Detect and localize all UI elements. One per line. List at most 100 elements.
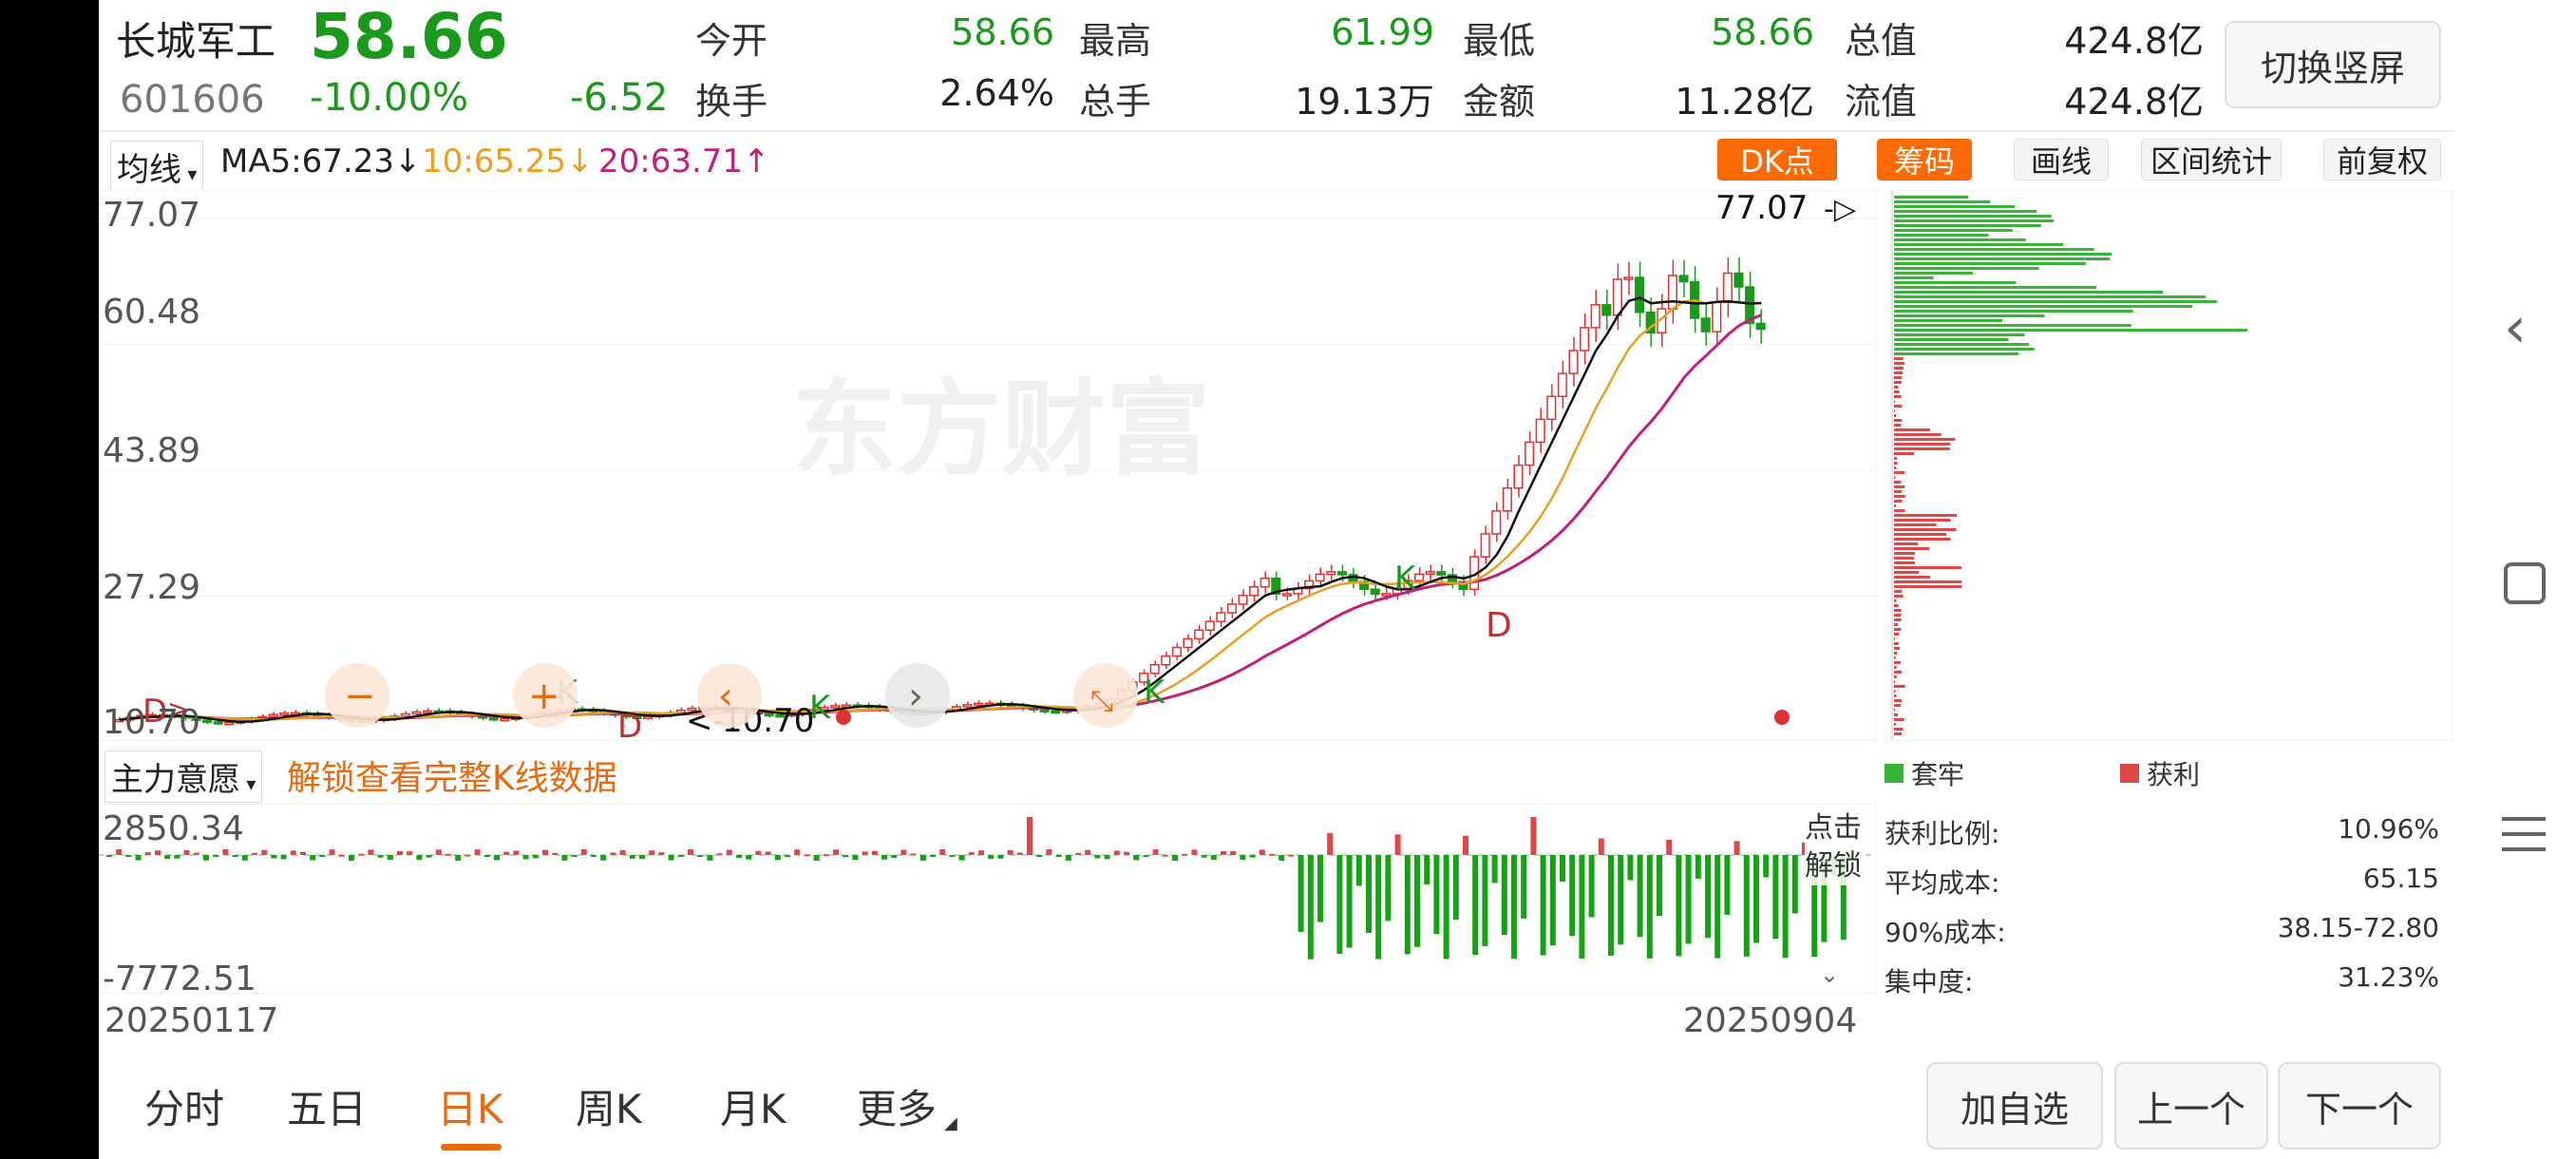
stat-90-cost: 90%成本: 38.15-72.80 — [1885, 912, 2439, 950]
legend-trapped: 套牢 — [1885, 754, 1964, 792]
y-tick: 60.48 — [103, 293, 200, 332]
header-divider — [99, 130, 2454, 132]
ma10-value: 10:65.25 — [422, 142, 566, 180]
float-label: 流值 — [1845, 72, 1917, 124]
indicator-bottom-value: -7772.51 — [103, 960, 256, 998]
max-marker: 77.07 — [1715, 190, 1808, 227]
change-percent: -10.00% — [310, 76, 468, 120]
event-dot — [1774, 710, 1790, 725]
range-stats-button[interactable]: 区间统计 — [2141, 139, 2282, 180]
left-bezel — [0, 0, 99, 1159]
click-unlock-button[interactable]: 点击解锁 — [1805, 809, 1862, 885]
previous-stock-button[interactable]: 上一个 — [2114, 1062, 2268, 1150]
indicator-select[interactable]: 主力意愿 ▾ — [104, 750, 262, 803]
tab-more[interactable]: 更多 — [857, 1077, 937, 1135]
next-stock-button[interactable]: 下一个 — [2278, 1062, 2441, 1150]
stat-value: 38.15-72.80 — [2278, 912, 2439, 950]
turnover-value: 2.64% — [883, 72, 1054, 114]
svg-text:−: − — [344, 674, 376, 718]
watermark: 东方财富 — [792, 369, 1210, 490]
ma-select-label: 均线 — [117, 151, 181, 189]
ma5-legend: MA5:67.23↓ — [220, 142, 422, 180]
tab-intraday[interactable]: 分时 — [144, 1077, 224, 1135]
event-dot — [836, 710, 851, 725]
date-start: 20250117 — [104, 1001, 278, 1040]
y-tick: 10.70 — [103, 703, 200, 742]
svg-text:‹: ‹ — [718, 674, 733, 718]
dk-marker-d: D — [1486, 606, 1512, 645]
kline-chart[interactable]: 东方财富 77.07 -▷ <- 10.70 D > K D K K K D −… — [99, 190, 1877, 741]
stat-value: 10.96% — [2338, 813, 2439, 851]
high-value: 61.99 — [1263, 11, 1434, 53]
svg-text:+: + — [528, 674, 560, 718]
change-amount: -6.52 — [570, 76, 669, 120]
chevron-down-icon: ▾ — [240, 772, 256, 795]
tab-monthly-k[interactable]: 月K — [720, 1077, 786, 1135]
dk-marker-k: K — [1144, 674, 1166, 712]
corner-triangle-icon: ◢ — [944, 1113, 957, 1133]
date-end: 20250904 — [1683, 1001, 1857, 1040]
indicator-chart — [99, 804, 1877, 994]
tab-weekly-k[interactable]: 周K — [576, 1077, 642, 1135]
stat-value: 31.23% — [2338, 961, 2439, 999]
low-label: 最低 — [1463, 11, 1535, 64]
add-watchlist-button[interactable]: 加自选 — [1926, 1062, 2103, 1150]
tab-five-day[interactable]: 五日 — [287, 1077, 367, 1135]
open-label: 今开 — [695, 11, 767, 64]
mktcap-value: 424.8亿 — [2004, 11, 2204, 64]
dk-marker-k: K — [809, 689, 832, 727]
stat-label: 集中度: — [1885, 961, 1973, 999]
chips-button[interactable]: 筹码 — [1877, 139, 1972, 180]
chip-distribution — [1890, 190, 2453, 741]
indicator-top-value: 2850.34 — [103, 809, 244, 848]
y-tick: 27.29 — [103, 568, 200, 607]
ma20-value: 20:63.71 — [598, 142, 743, 180]
active-tab-indicator — [441, 1144, 502, 1150]
legend-trapped-label: 套牢 — [1911, 754, 1964, 792]
draw-line-button[interactable]: 画线 — [2014, 139, 2109, 180]
stat-label: 平均成本: — [1885, 863, 1999, 901]
dk-point-button[interactable]: DK点 — [1717, 139, 1837, 180]
zoom-out-button[interactable]: − — [325, 663, 389, 728]
chevron-down-icon: ⌄ — [1820, 961, 1839, 988]
ma5-arrow: ↓ — [394, 142, 422, 180]
legend-swatch — [1885, 764, 1904, 783]
legend-profit: 获利 — [2120, 754, 2200, 792]
high-label: 最高 — [1079, 11, 1151, 64]
home-nav-icon[interactable] — [2504, 562, 2546, 604]
scroll-left-button[interactable]: ‹ — [697, 663, 762, 728]
stat-profit-ratio: 获利比例: 10.96% — [1885, 813, 2439, 851]
switch-portrait-button[interactable]: 切换竖屏 — [2225, 21, 2441, 108]
legend-profit-label: 获利 — [2147, 754, 2200, 792]
scroll-right-button[interactable]: › — [885, 663, 950, 728]
mktcap-label: 总值 — [1845, 11, 1917, 64]
menu-nav-icon[interactable] — [2502, 817, 2546, 851]
max-arrow: -▷ — [1824, 193, 1856, 226]
amount-value: 11.28亿 — [1643, 72, 1814, 124]
expand-button[interactable]: ⤡ — [1073, 663, 1138, 728]
turnover-label: 换手 — [695, 72, 767, 124]
volume-label: 总手 — [1079, 72, 1151, 124]
dk-marker-d: D — [617, 708, 642, 741]
unlock-link[interactable]: 解锁查看完整K线数据 — [287, 750, 617, 800]
ma10-arrow: ↓ — [566, 142, 594, 180]
stat-avg-cost: 平均成本: 65.15 — [1885, 863, 2439, 901]
zoom-in-button[interactable]: + — [513, 663, 578, 728]
chevron-down-icon: ▾ — [181, 162, 197, 185]
volume-value: 19.13万 — [1263, 72, 1434, 124]
dk-marker-k: K — [1394, 560, 1417, 598]
indicator-select-label: 主力意愿 — [111, 761, 240, 799]
stat-concentration: 集中度: 31.23% — [1885, 961, 2439, 999]
back-nav-icon[interactable]: ‹ — [2504, 294, 2527, 361]
y-tick: 43.89 — [103, 431, 200, 470]
svg-text:⤡: ⤡ — [1090, 685, 1113, 718]
open-value: 58.66 — [883, 11, 1054, 53]
forward-adjust-button[interactable]: 前复权 — [2323, 139, 2441, 180]
stat-label: 获利比例: — [1885, 813, 1999, 851]
ma20-arrow: ↑ — [743, 142, 770, 180]
ma10-legend: 10:65.25↓ — [422, 142, 594, 180]
svg-text:›: › — [908, 674, 923, 718]
ma-select[interactable]: 均线 ▾ — [110, 141, 203, 193]
tab-daily-k[interactable]: 日K — [437, 1077, 503, 1135]
legend-swatch — [2120, 764, 2139, 783]
